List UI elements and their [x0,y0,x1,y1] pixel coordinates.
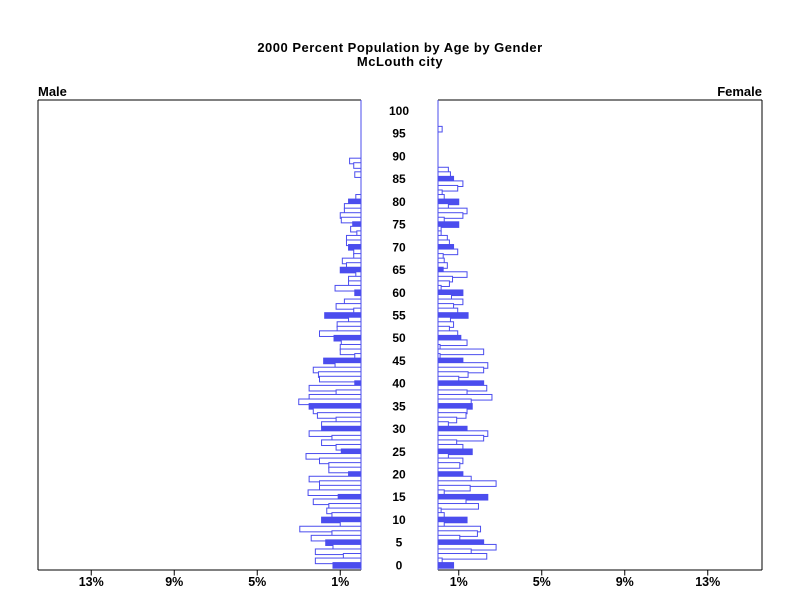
age-tick-label-15: 15 [392,490,406,504]
age-tick-label-60: 60 [392,286,406,300]
age-tick-label-85: 85 [392,172,406,186]
age-tick-label-20: 20 [392,468,406,482]
chart-title: 2000 Percent Population by Age by Gender [257,40,543,55]
age-tick-label-80: 80 [392,195,406,209]
male-percent-tick-label: 1% [331,575,349,589]
chart-title-block: 2000 Percent Population by Age by Gender… [0,41,800,69]
age-tick-label-75: 75 [392,218,406,232]
female-percent-tick-label: 9% [616,575,634,589]
female-percent-tick-label: 13% [695,575,720,589]
age-tick-label-0: 0 [396,558,403,572]
female-bar-age-22 [437,462,461,469]
age-tick-label-40: 40 [392,377,406,391]
male-bar-age-0 [332,562,362,569]
female-percent-tick-label: 5% [533,575,551,589]
chart-subtitle: McLouth city [356,54,444,69]
male-bar-age-86 [354,171,362,178]
female-bar-age-96 [437,125,443,133]
age-tick-label-35: 35 [392,399,406,413]
age-tick-label-30: 30 [392,422,406,436]
age-tick-label-50: 50 [392,331,406,345]
male-percent-tick-label: 13% [79,575,104,589]
age-tick-label-10: 10 [392,513,406,527]
male-bar-age-60 [354,289,362,297]
female-bar-age-0 [437,562,455,569]
female-bar-age-2 [437,553,488,560]
age-tick-label-5: 5 [396,536,403,550]
female-bar-age-13 [437,503,479,510]
age-tick-label-95: 95 [392,127,406,141]
age-tick-label-55: 55 [392,308,406,322]
male-bar-age-88 [353,162,362,169]
male-percent-tick-label: 5% [248,575,266,589]
female-panel-label: Female [717,84,762,99]
age-tick-label-70: 70 [392,240,406,254]
age-tick-label-100: 100 [389,104,409,118]
female-percent-tick-label: 1% [450,575,468,589]
age-tick-label-65: 65 [392,263,406,277]
male-panel-label: Male [38,84,67,99]
age-tick-label-90: 90 [392,149,406,163]
male-percent-tick-label: 9% [165,575,183,589]
age-tick-label-45: 45 [392,354,406,368]
female-bar-age-49 [437,339,468,347]
age-tick-label-25: 25 [392,445,406,459]
female-bar-age-47 [437,348,485,356]
